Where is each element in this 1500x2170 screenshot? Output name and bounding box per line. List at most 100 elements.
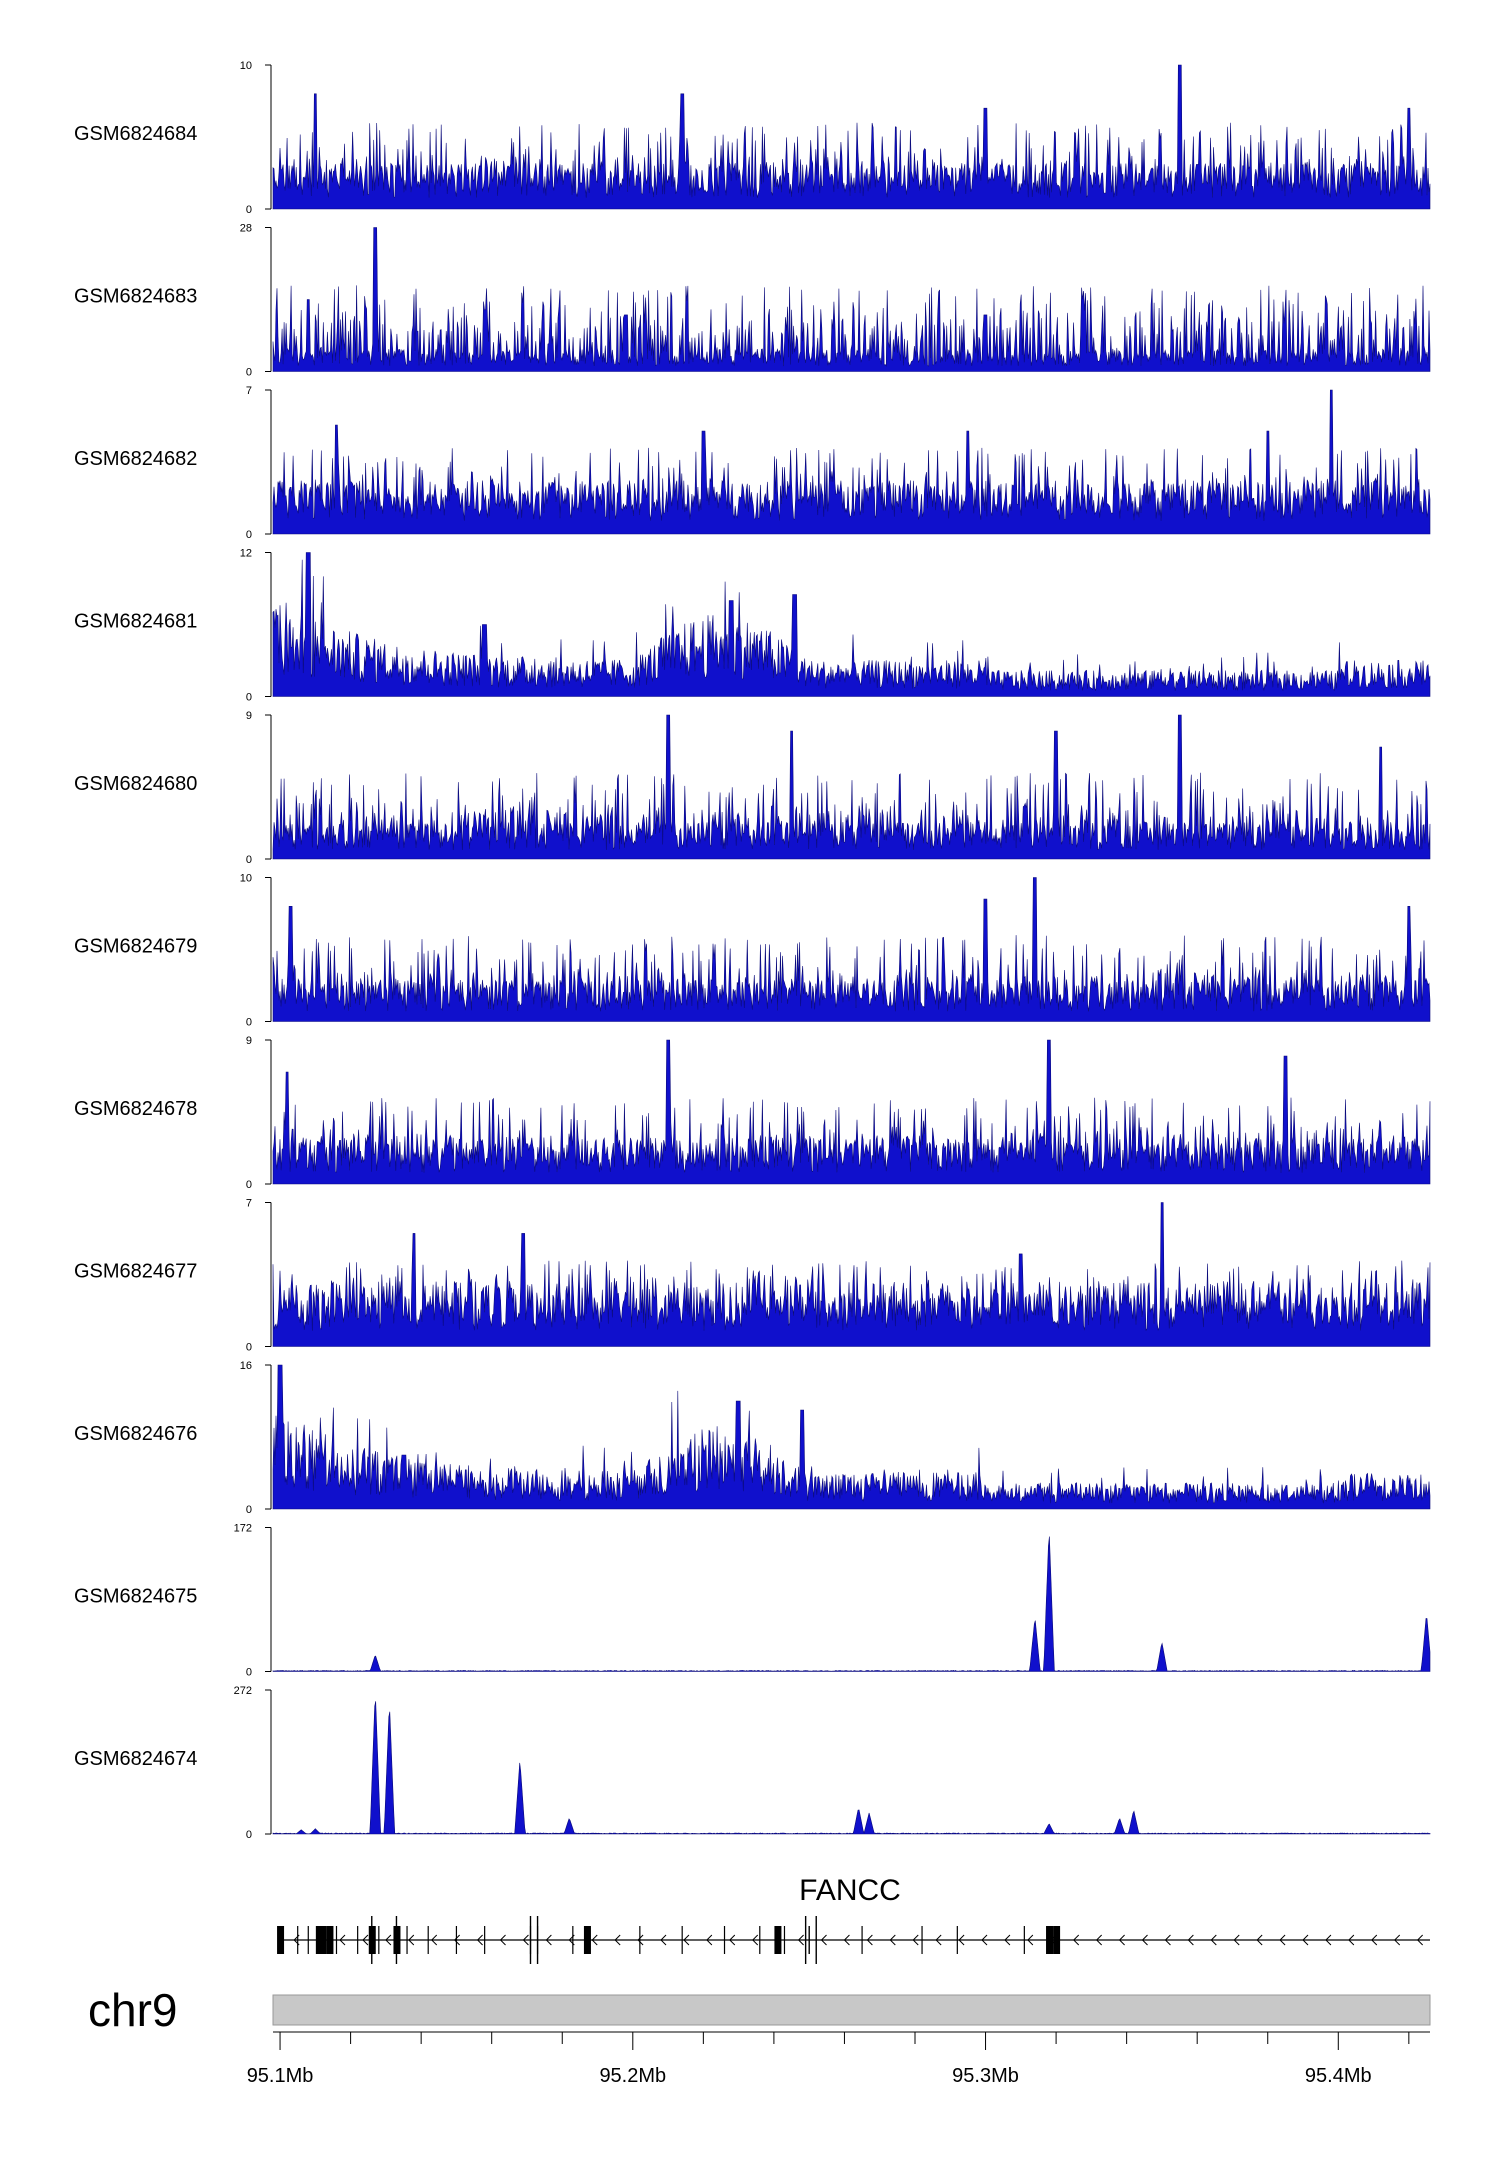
strand-arrow <box>935 1934 942 1946</box>
track-GSM6824680: GSM6824680 90 <box>74 710 1431 866</box>
track-ymax-label: 7 <box>246 385 252 397</box>
gene-exon <box>1046 1926 1054 1954</box>
track-signal <box>272 714 1431 860</box>
strand-arrow <box>752 1934 759 1946</box>
chromosome-label: chr9 <box>88 1984 177 2036</box>
strand-arrow <box>545 1934 552 1946</box>
strand-arrow <box>1073 1934 1080 1946</box>
track-signal <box>272 64 1431 210</box>
track-GSM6824677: GSM6824677 70 <box>74 1198 1431 1354</box>
track-signal <box>272 1364 1431 1510</box>
gene-exon <box>277 1926 285 1954</box>
x-tick-label: 95.4Mb <box>1305 2065 1372 2087</box>
strand-arrow <box>866 1934 873 1946</box>
track-y-axis: 90 <box>246 1035 272 1191</box>
track-label: GSM6824677 <box>74 1260 197 1282</box>
strand-arrow <box>1302 1934 1309 1946</box>
strand-arrow <box>683 1934 690 1946</box>
track-ymax-label: 172 <box>234 1523 252 1535</box>
track-ymax-label: 9 <box>246 710 252 722</box>
chromosome-ideogram: chr9 <box>88 1984 1431 2036</box>
strand-arrow <box>591 1934 598 1946</box>
strand-arrow <box>889 1934 896 1946</box>
strand-arrow <box>1164 1934 1171 1946</box>
gene-exon <box>393 1926 401 1954</box>
gene-exon <box>1053 1926 1061 1954</box>
track-label: GSM6824676 <box>74 1423 197 1445</box>
track-GSM6824683: GSM6824683 28 0 <box>74 223 1431 379</box>
gene-exon <box>583 1926 591 1954</box>
track-y-axis: 70 <box>246 1198 272 1354</box>
strand-arrow <box>706 1934 713 1946</box>
gene-exon <box>368 1926 376 1954</box>
track-y-axis: 10 0 <box>240 60 272 216</box>
track-signal <box>272 877 1431 1022</box>
strand-arrow <box>1279 1934 1286 1946</box>
strand-arrow <box>1210 1934 1217 1946</box>
strand-arrow <box>1371 1934 1378 1946</box>
strand-arrow <box>385 1934 392 1946</box>
strand-arrow <box>1004 1934 1011 1946</box>
strand-arrow <box>1233 1934 1240 1946</box>
strand-arrow <box>476 1934 483 1946</box>
track-y-axis: 16 0 <box>240 1360 272 1516</box>
track-label: GSM6824681 <box>74 610 197 632</box>
strand-arrow <box>843 1934 850 1946</box>
track-label: GSM6824674 <box>74 1748 197 1770</box>
strand-arrow <box>637 1934 644 1946</box>
track-ymin-label: 0 <box>246 1179 252 1191</box>
track-signal <box>272 389 1431 535</box>
track-ymax-label: 12 <box>240 548 252 560</box>
chromosome-bar <box>272 1994 1431 2026</box>
strand-arrow <box>1095 1934 1103 1946</box>
track-y-axis: 10 0 <box>240 873 272 1029</box>
track-ymin-label: 0 <box>246 529 252 541</box>
track-signal <box>272 1202 1431 1347</box>
strand-arrow <box>362 1934 369 1946</box>
strand-arrow <box>1394 1934 1401 1946</box>
track-ymin-label: 0 <box>246 367 252 379</box>
strand-arrow <box>431 1934 438 1946</box>
genomic-x-axis: 95.1Mb 95.2Mb 95.3Mb 95.4Mb <box>247 2031 1430 2087</box>
gene-model-fancc <box>277 1916 1430 1964</box>
strand-arrow <box>1141 1934 1148 1946</box>
track-signal <box>272 552 1431 697</box>
strand-arrow <box>499 1934 506 1946</box>
strand-arrow <box>614 1934 621 1946</box>
x-tick-label: 95.3Mb <box>952 2065 1019 2087</box>
gene-track: FANCC <box>277 1874 1430 1964</box>
strand-arrow <box>729 1934 736 1946</box>
track-GSM6824679: GSM6824679 10 0 <box>74 873 1431 1029</box>
track-label: GSM6824680 <box>74 773 197 795</box>
track-y-axis: 12 0 <box>240 548 272 704</box>
track-signal <box>272 1039 1431 1185</box>
strand-arrow <box>797 1934 804 1946</box>
track-ymax-label: 16 <box>240 1360 252 1372</box>
track-label: GSM6824682 <box>74 448 197 470</box>
strand-arrow <box>820 1934 827 1946</box>
strand-arrow <box>522 1934 529 1946</box>
track-ymin-label: 0 <box>246 1667 252 1679</box>
track-ymax-label: 10 <box>240 873 252 885</box>
strand-arrow <box>660 1934 667 1946</box>
track-ymin-label: 0 <box>246 204 252 216</box>
strand-arrow <box>912 1934 919 1946</box>
strand-arrow <box>981 1934 988 1946</box>
x-tick-label: 95.1Mb <box>247 2065 314 2087</box>
strand-arrow <box>958 1934 965 1946</box>
strand-arrow <box>453 1934 461 1946</box>
track-y-axis: 90 <box>246 710 272 866</box>
gene-exon <box>319 1926 327 1954</box>
gene-label: FANCC <box>799 1874 901 1907</box>
track-ymin-label: 0 <box>246 1504 252 1516</box>
track-ymin-label: 0 <box>246 692 252 704</box>
track-GSM6824674: GSM6824674 272 0 <box>74 1685 1431 1841</box>
track-y-axis: 70 <box>246 385 272 541</box>
strand-arrow <box>1027 1934 1034 1946</box>
track-ymin-label: 0 <box>246 1017 252 1029</box>
